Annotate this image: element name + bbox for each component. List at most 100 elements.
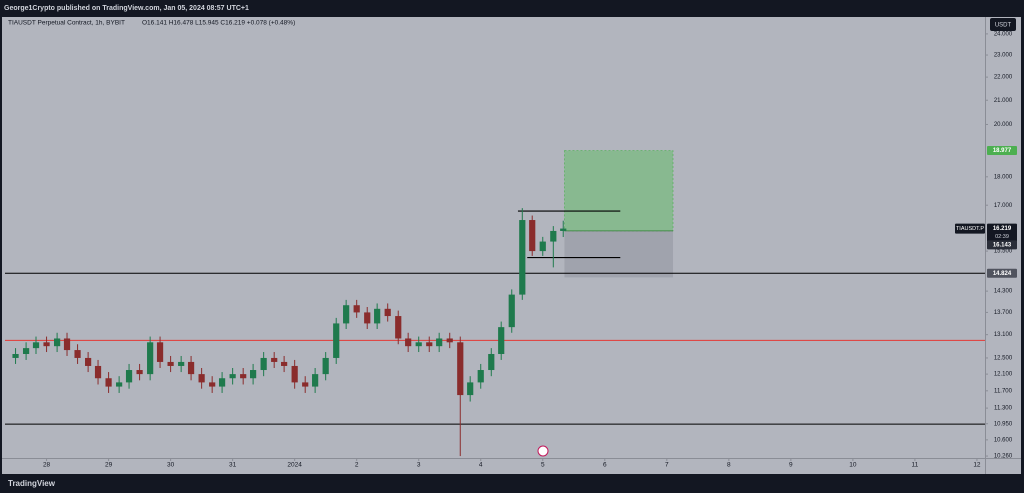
candle-body [436, 338, 443, 347]
y-tick-label: 24.000 [994, 31, 1013, 37]
entry-label: 16.143 [993, 242, 1012, 248]
candle-body [519, 220, 526, 295]
y-tick-label: 11.300 [994, 406, 1013, 412]
line-label-box [987, 268, 1017, 278]
candle-body [198, 374, 205, 383]
currency: USDT [995, 23, 1012, 29]
candle-body [467, 382, 474, 396]
y-tick-label: 15.500 [994, 249, 1013, 255]
candle-body [260, 357, 267, 371]
chart-background [2, 17, 1021, 474]
candle-body [426, 342, 433, 347]
candle-body [105, 378, 112, 387]
x-tick-label: 29 [105, 462, 113, 469]
currency-box [990, 18, 1016, 31]
x-tick-label: 30 [167, 462, 175, 469]
candle-body [477, 370, 484, 383]
x-tick-label: 7 [665, 462, 669, 469]
candle-body [498, 327, 505, 354]
y-tick-label: 13.100 [994, 332, 1013, 338]
x-tick-label: 4 [479, 462, 483, 469]
countdown: 02:39 [995, 234, 1009, 240]
x-tick-label: 9 [789, 462, 793, 469]
candle-body [63, 338, 71, 351]
stop-loss-zone [564, 230, 674, 278]
candle-body [229, 374, 236, 379]
candle-body [405, 338, 412, 347]
candle-body [457, 342, 464, 396]
candle-body [302, 382, 309, 387]
x-tick-label: 28 [43, 462, 51, 469]
candle-body [116, 382, 123, 387]
candle-body [167, 361, 174, 366]
symbol-label-box [955, 223, 985, 234]
x-tick-label: 2 [355, 462, 359, 469]
candle-body [550, 230, 557, 242]
candle-body [94, 365, 102, 379]
candle-body [240, 374, 247, 379]
candle-body [271, 357, 278, 362]
candle-body [508, 294, 515, 328]
y-tick-label: 13.700 [994, 310, 1013, 316]
candle-body [12, 353, 19, 358]
footer-logo: TradingView [8, 479, 56, 488]
candle-body [136, 370, 143, 375]
candle-body [147, 342, 154, 375]
y-tick-label: 10.950 [994, 421, 1013, 427]
last-price: 16.219 [993, 226, 1012, 232]
event-icon[interactable] [537, 445, 549, 457]
candle-body [291, 365, 298, 383]
candle-body [353, 305, 360, 313]
candle-body [32, 342, 40, 349]
y-tick-label: 17.000 [994, 203, 1013, 209]
candle-body [125, 370, 133, 383]
x-tick-label: 6 [603, 462, 607, 469]
target-label: 18.977 [993, 148, 1012, 154]
candle-body [54, 338, 61, 347]
y-tick-label: 10.260 [994, 454, 1013, 460]
candle-body [218, 378, 226, 387]
candle-body [74, 350, 81, 358]
candle-body [85, 357, 92, 366]
y-tick-label: 22.000 [994, 75, 1013, 81]
line-label: 14.824 [993, 271, 1012, 277]
y-tick-label: 23.000 [994, 53, 1013, 59]
candle-body [395, 316, 402, 339]
y-tick-label: 21.000 [994, 98, 1013, 104]
x-tick-label: 3 [417, 462, 421, 469]
x-tick-label: 5 [541, 462, 545, 469]
x-tick-label: 31 [229, 462, 237, 469]
x-tick-label: 2024 [287, 462, 302, 469]
symbol-title: TIAUSDT Perpetual Contract, 1h, BYBIT [8, 20, 125, 27]
candle-body [333, 323, 340, 358]
entry-label-box [987, 240, 1017, 250]
candle-body [374, 308, 381, 324]
candle-body [43, 342, 50, 347]
candle-body [209, 382, 216, 387]
last-price-box [987, 223, 1017, 242]
candle-body [322, 357, 329, 375]
x-tick-label: 8 [727, 462, 731, 469]
target-label-box [987, 146, 1017, 156]
x-tick-label: 12 [973, 462, 981, 469]
candle-body [529, 220, 536, 252]
y-tick-label: 12.100 [994, 372, 1013, 378]
candle-body [560, 228, 567, 231]
y-tick-label: 10.600 [994, 437, 1013, 443]
candle-body [446, 338, 453, 343]
y-tick-label: 20.000 [994, 122, 1013, 128]
candle-body [343, 305, 350, 324]
candle-body [384, 308, 391, 317]
candle-body [250, 370, 257, 379]
x-tick-label: 11 [912, 462, 919, 469]
y-tick-label: 11.700 [994, 388, 1013, 394]
candle-body [488, 353, 495, 371]
candle-body [22, 348, 30, 354]
candle-body [178, 361, 185, 366]
y-tick-label: 14.300 [994, 289, 1013, 295]
candle-body [415, 342, 422, 347]
take-profit-zone [564, 150, 674, 232]
candle-body [187, 361, 195, 375]
candle-body [156, 342, 164, 362]
